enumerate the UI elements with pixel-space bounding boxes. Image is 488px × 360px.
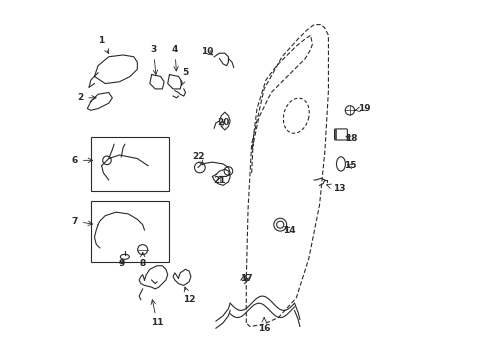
Text: 17: 17 [240, 274, 252, 283]
Bar [91, 137, 169, 191]
Text: 21: 21 [213, 176, 225, 185]
Text: 15: 15 [343, 161, 355, 170]
Text: 22: 22 [191, 152, 204, 165]
Text: 7: 7 [71, 217, 92, 226]
Bar [91, 202, 169, 262]
Text: 2: 2 [77, 93, 96, 102]
Text: 12: 12 [183, 287, 195, 304]
Text: 16: 16 [257, 318, 270, 333]
Text: 18: 18 [345, 134, 357, 143]
Text: 6: 6 [72, 156, 92, 165]
Text: 5: 5 [180, 68, 188, 85]
Text: 13: 13 [326, 184, 345, 193]
Text: 14: 14 [282, 225, 295, 234]
Text: 19: 19 [354, 104, 370, 113]
Text: 3: 3 [150, 45, 157, 75]
Text: 9: 9 [118, 260, 124, 269]
Text: 1: 1 [98, 36, 108, 54]
Text: 8: 8 [139, 252, 145, 269]
Text: 20: 20 [217, 118, 229, 127]
Text: 10: 10 [201, 47, 213, 56]
Text: 11: 11 [150, 300, 163, 327]
Text: 4: 4 [171, 45, 178, 71]
